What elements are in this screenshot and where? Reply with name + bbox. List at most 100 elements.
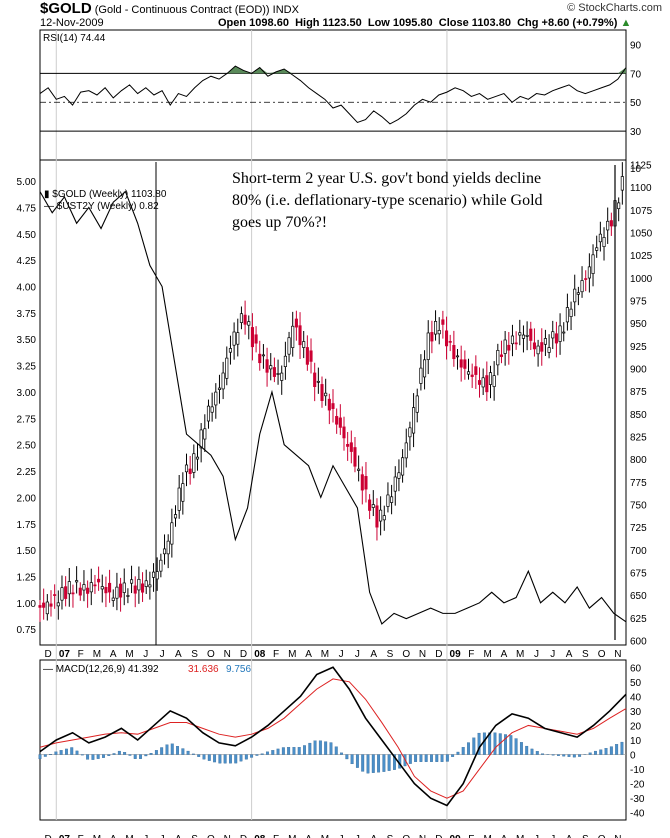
macd-histogram-bar — [340, 752, 343, 755]
macd-histogram-bar — [440, 754, 444, 762]
macd-histogram-bar — [318, 740, 322, 755]
month-tick-label-price: N — [224, 649, 231, 660]
month-tick-label-price: F — [273, 649, 279, 660]
macd-histogram-bar — [382, 754, 386, 772]
gold-candle-body — [144, 580, 148, 587]
price-right-tick-label: 825 — [630, 432, 647, 443]
gold-candle-body — [115, 586, 119, 599]
price-right-tick-label: 875 — [630, 387, 647, 398]
gold-candle-body — [141, 583, 145, 593]
gold-candle-body — [250, 327, 254, 348]
macd-histogram-bar — [525, 745, 529, 755]
stockcharts-brand: © StockCharts.com — [567, 2, 662, 14]
price-left-tick-label: 2.75 — [17, 414, 37, 425]
macd-histogram-bar — [176, 746, 179, 755]
gold-candle-body — [371, 504, 375, 508]
month-tick-label-macd: D — [435, 834, 442, 838]
gold-candle-body — [302, 341, 306, 348]
macd-histogram-bar — [234, 754, 238, 764]
gold-candle-body — [280, 372, 284, 381]
month-tick-label-macd: D — [240, 834, 247, 838]
gold-candle-body — [364, 476, 368, 490]
macd-histogram-bar — [228, 754, 232, 764]
gold-candle-body — [444, 330, 449, 347]
month-tick-label-price: M — [483, 649, 491, 660]
gold-candle-body — [269, 365, 273, 370]
gold-candle-body — [305, 347, 309, 365]
title-symbol: $GOLD — [40, 0, 92, 17]
gold-candle-body — [258, 353, 262, 364]
price-left-tick-label: 0.75 — [17, 625, 37, 636]
rsi-label: RSI(14) 74.44 — [43, 33, 106, 44]
month-tick-label-price: 07 — [59, 649, 71, 660]
macd-histogram-bar — [266, 751, 269, 755]
macd-panel — [39, 659, 627, 821]
macd-histogram-bar — [59, 750, 63, 755]
gold-candle-body — [173, 514, 178, 519]
gold-candle-body — [38, 605, 42, 608]
macd-histogram-bar — [578, 754, 582, 757]
macd-histogram-bar — [435, 754, 439, 762]
gold-candle-body — [276, 373, 280, 375]
gold-candle-body — [217, 387, 222, 390]
month-tick-label-macd: J — [534, 834, 539, 838]
gold-candle-body — [488, 372, 493, 385]
gold-candle-body — [298, 325, 302, 346]
gold-candle-body — [584, 278, 588, 280]
gold-candle-body — [126, 595, 130, 597]
price-left-tick-label: 1.00 — [17, 599, 37, 610]
month-tick-label-macd: A — [110, 834, 117, 838]
month-tick-label-price: A — [110, 649, 117, 660]
gold-candle-body — [108, 582, 112, 593]
macd-histogram-bar — [604, 748, 608, 755]
month-tick-label-price: J — [534, 649, 539, 660]
macd-histogram-bar — [419, 754, 423, 762]
price-left-tick-label: 2.25 — [17, 467, 37, 478]
price-left-tick-label: 3.25 — [17, 362, 37, 373]
change-value: Chg +8.60 (+0.79%) — [517, 17, 618, 29]
price-right-tick-label: 900 — [630, 365, 647, 376]
gold-candle-body — [287, 337, 291, 355]
ust2y-legend: — $UST2Y (Weekly) 0.82 — [44, 201, 159, 212]
gold-candle-body — [225, 357, 229, 379]
month-tick-label-price: A — [501, 649, 508, 660]
macd-histogram-bar — [392, 754, 396, 770]
gold-candle-body — [393, 476, 397, 492]
month-tick-label-price: J — [355, 649, 360, 660]
macd-histogram-bar — [408, 754, 412, 764]
month-tick-label-macd: 08 — [254, 834, 266, 838]
month-tick-label-price: N — [419, 649, 426, 660]
macd-histogram-bar — [329, 742, 333, 755]
price-right-tick-label: 10 — [630, 164, 642, 175]
gold-candle-body — [466, 371, 471, 375]
month-tick-label-price: D — [435, 649, 442, 660]
macd-histogram-bar — [96, 754, 100, 759]
price-left-tick-label: 3.50 — [17, 335, 37, 346]
month-tick-label-price: A — [305, 649, 312, 660]
rsi-line — [39, 65, 627, 125]
gold-candle-body — [232, 331, 236, 346]
macd-histogram-bar — [620, 741, 624, 755]
macd-histogram-bar — [615, 744, 619, 755]
gold-candle-body — [166, 540, 170, 555]
price-left-tick-label: 4.25 — [17, 256, 37, 267]
month-tick-label-price: S — [387, 649, 394, 660]
gold-candle-body — [221, 372, 225, 390]
macd-histogram-bar — [493, 732, 497, 755]
macd-histogram-bar — [535, 751, 539, 755]
macd-signal-value: 31.636 — [188, 664, 219, 675]
gold-candle-body — [338, 417, 342, 428]
gold-candle-body — [434, 321, 438, 335]
price-right-tick-label: 850 — [630, 410, 647, 421]
macd-histogram-bar — [239, 754, 243, 762]
macd-histogram-bar — [43, 754, 47, 757]
gold-candle-body — [335, 416, 339, 425]
gold-candle-body — [353, 447, 357, 467]
month-tick-label-price: A — [370, 649, 377, 660]
macd-histogram-bar — [345, 754, 349, 760]
macd-histogram-bar — [102, 754, 105, 758]
macd-histogram-bar — [519, 742, 523, 755]
gold-candle-body — [598, 233, 602, 243]
price-right-tick-label: 1050 — [630, 229, 653, 240]
